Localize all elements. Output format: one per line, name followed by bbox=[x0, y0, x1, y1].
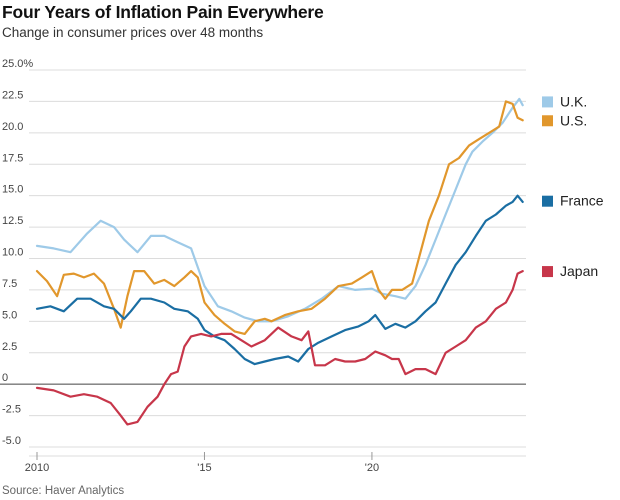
legend-swatch-japan bbox=[542, 266, 553, 278]
y-axis-ticks: -5.0 -2.5 0 2.5 5.0 7.5 10.0 12.5 15.0 17.5 20.0 22… bbox=[2, 58, 33, 447]
legend-swatch-france bbox=[542, 195, 553, 207]
gridlines bbox=[29, 69, 526, 448]
y-tick-label: 20.0 bbox=[2, 121, 23, 133]
y-tick-label: -5.0 bbox=[2, 435, 21, 447]
x-tick-label: '15 bbox=[197, 462, 211, 474]
source-note: Source: Haver Analytics bbox=[2, 485, 125, 497]
legend-label-u-k: U.K. bbox=[560, 93, 587, 109]
y-tick-label: 2.5 bbox=[2, 341, 17, 353]
x-tick-label: '20 bbox=[365, 462, 379, 474]
x-tick-label: 2010 bbox=[25, 462, 49, 474]
y-tick-label: 5.0 bbox=[2, 309, 17, 321]
chart-subtitle: Change in consumer prices over 48 months bbox=[2, 25, 264, 40]
series-line-u-k bbox=[35, 97, 524, 323]
y-tick-label: 15.0 bbox=[2, 184, 23, 196]
series-lines bbox=[35, 97, 524, 426]
y-tick-label: 10.0 bbox=[2, 247, 23, 259]
legend: U.K. U.S. France Japan bbox=[542, 93, 604, 279]
y-tick-label: 12.5 bbox=[2, 215, 23, 227]
chart-title: Four Years of Inflation Pain Everywhere bbox=[2, 2, 324, 22]
series-line-france bbox=[35, 194, 524, 366]
legend-label-u-s: U.S. bbox=[560, 112, 587, 128]
y-tick-label: 7.5 bbox=[2, 278, 17, 290]
series-line-japan bbox=[35, 270, 524, 426]
legend-label-japan: Japan bbox=[560, 263, 598, 279]
y-tick-label: -2.5 bbox=[2, 404, 21, 416]
y-tick-label: 25.0% bbox=[2, 58, 33, 70]
y-tick-label: 22.5 bbox=[2, 89, 23, 101]
legend-swatch-u-s bbox=[542, 115, 553, 127]
y-tick-label: 0 bbox=[2, 372, 8, 384]
series-line-u-s bbox=[35, 100, 524, 335]
legend-label-france: France bbox=[560, 193, 604, 209]
y-tick-label: 17.5 bbox=[2, 152, 23, 164]
legend-swatch-u-k bbox=[542, 96, 553, 108]
x-axis-ticks: 2010 '15 '20 bbox=[25, 452, 526, 474]
